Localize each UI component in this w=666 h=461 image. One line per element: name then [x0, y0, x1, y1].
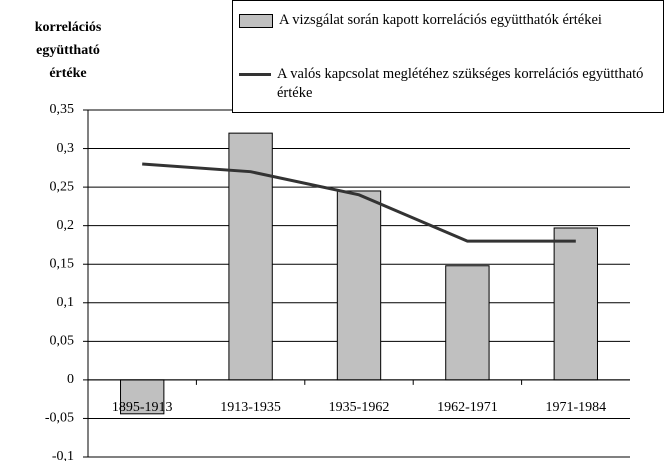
- y-tick-label: 0,05: [50, 334, 75, 349]
- y-tick-label: 0,25: [50, 179, 75, 194]
- line-series: [142, 162, 576, 243]
- y-tick-label: -0,05: [45, 411, 74, 426]
- y-tick-label: 0: [67, 372, 74, 387]
- x-tick-label: 1962-1971: [437, 400, 498, 415]
- y-tick-label: 0,35: [50, 102, 75, 117]
- y-tick-label: -0,1: [52, 449, 74, 461]
- x-tick-label: 1935-1962: [329, 400, 390, 415]
- x-tick-label: 1913-1935: [220, 400, 281, 415]
- bar: [120, 379, 165, 415]
- y-axis-title: korrelációs: [35, 20, 102, 35]
- legend-item: A valós kapcsolat meglétéhez szükséges k…: [239, 65, 659, 103]
- bar: [445, 265, 490, 381]
- y-tick-label: 0,3: [57, 141, 75, 156]
- legend-symbol: [239, 14, 273, 28]
- bar: [553, 227, 598, 381]
- legend-label: A valós kapcsolat meglétéhez szükséges k…: [277, 66, 644, 101]
- y-axis-title: értéke: [49, 66, 86, 81]
- y-axis-title: együttható: [36, 43, 100, 58]
- legend-symbol: [239, 73, 271, 76]
- y-tick-label: 0,1: [57, 295, 75, 310]
- legend-label: A vizsgálat során kapott korrelációs egy…: [279, 12, 602, 28]
- x-tick-label: 1895-1913: [112, 400, 173, 415]
- y-tick-label: 0,15: [50, 256, 75, 271]
- y-tick-label: 0,2: [57, 218, 75, 233]
- legend: A vizsgálat során kapott korrelációs egy…: [232, 0, 664, 113]
- bar: [336, 190, 382, 381]
- legend-item: A vizsgálat során kapott korrelációs egy…: [239, 11, 659, 30]
- x-tick-label: 1971-1984: [545, 400, 606, 415]
